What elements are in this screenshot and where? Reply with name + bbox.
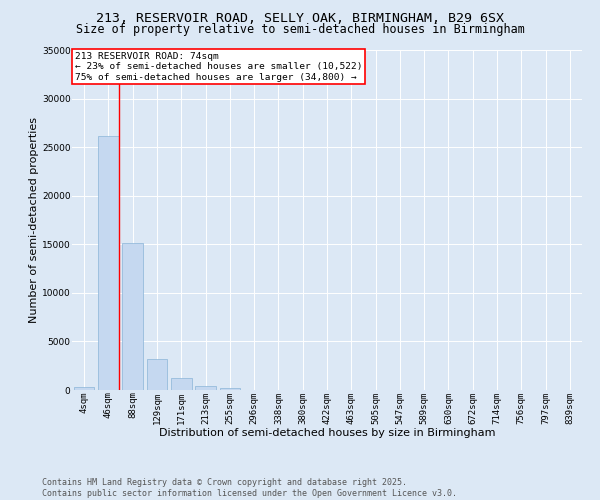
Text: 213, RESERVOIR ROAD, SELLY OAK, BIRMINGHAM, B29 6SX: 213, RESERVOIR ROAD, SELLY OAK, BIRMINGH…: [96, 12, 504, 26]
Text: Size of property relative to semi-detached houses in Birmingham: Size of property relative to semi-detach…: [76, 22, 524, 36]
Bar: [146, 359, 167, 390]
Bar: [74, 387, 94, 390]
Bar: [195, 386, 216, 390]
Bar: [220, 388, 240, 390]
Bar: [171, 378, 191, 390]
Text: 213 RESERVOIR ROAD: 74sqm
← 23% of semi-detached houses are smaller (10,522)
75%: 213 RESERVOIR ROAD: 74sqm ← 23% of semi-…: [74, 52, 362, 82]
Bar: [98, 136, 119, 390]
Bar: [122, 244, 143, 390]
Text: Contains HM Land Registry data © Crown copyright and database right 2025.
Contai: Contains HM Land Registry data © Crown c…: [42, 478, 457, 498]
X-axis label: Distribution of semi-detached houses by size in Birmingham: Distribution of semi-detached houses by …: [159, 428, 495, 438]
Y-axis label: Number of semi-detached properties: Number of semi-detached properties: [29, 117, 39, 323]
